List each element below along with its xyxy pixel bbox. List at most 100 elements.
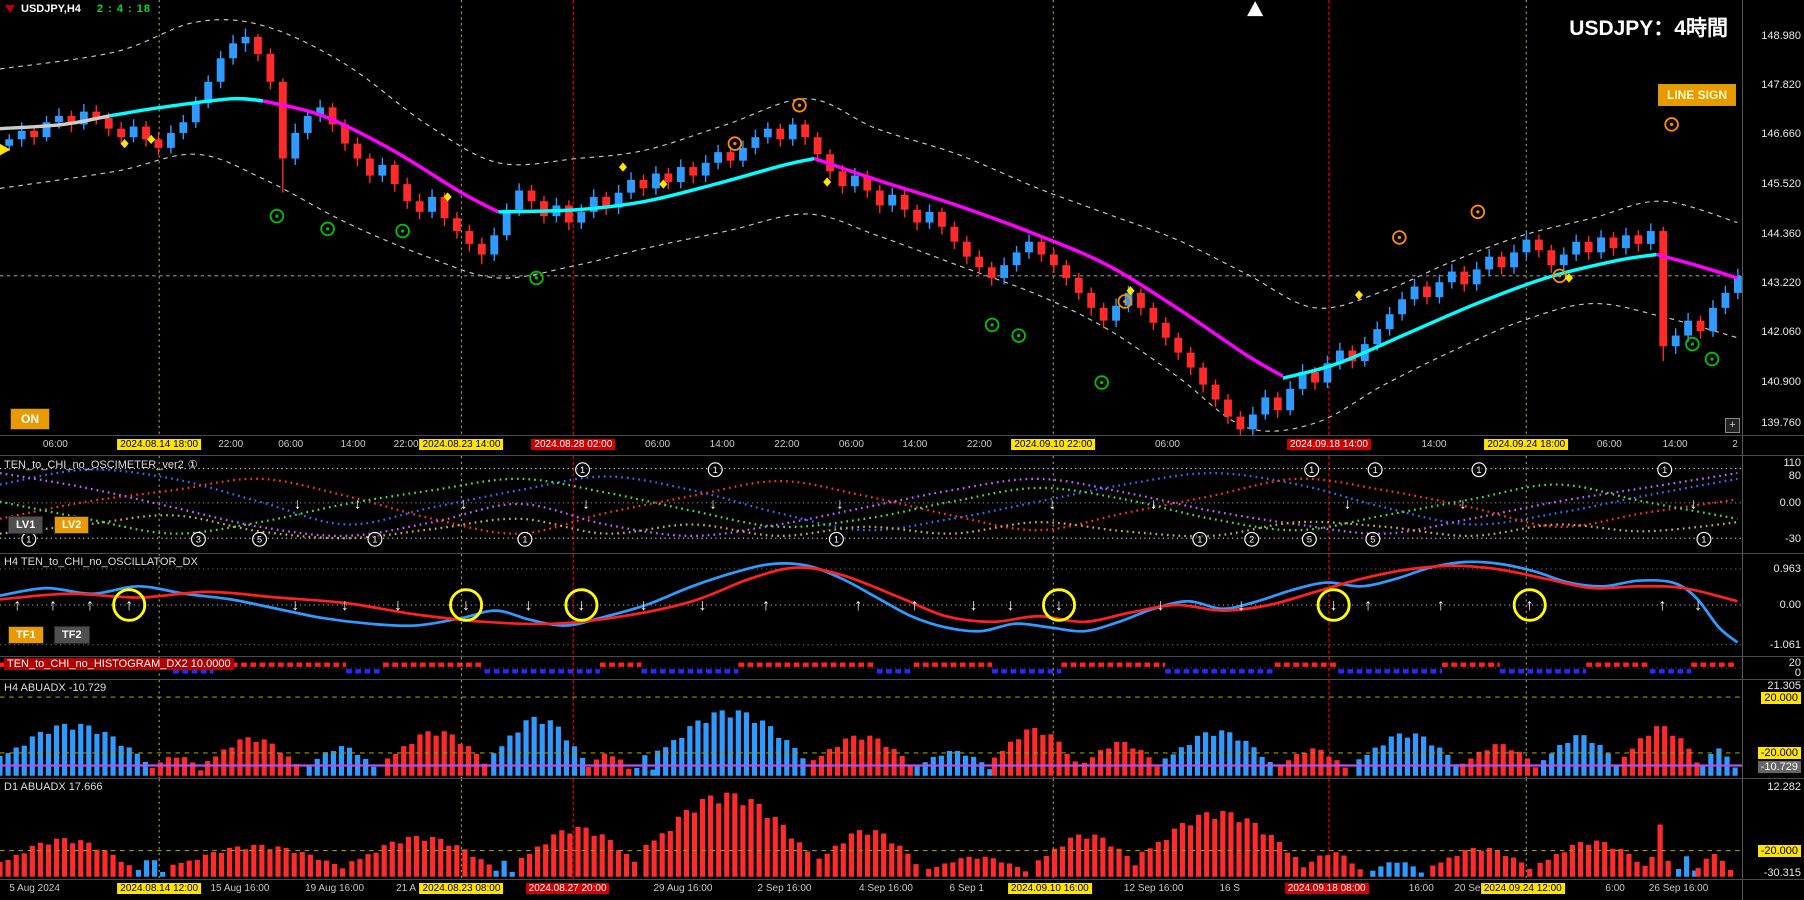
svg-text:↓: ↓	[460, 497, 467, 513]
svg-text:↑: ↑	[1526, 597, 1534, 614]
highlighted-date-label: 2024.09.18 14:00	[1287, 439, 1371, 450]
axis-label: -1.061	[1769, 638, 1801, 651]
histogram-dx2-panel: TEN_to_CHI_no_HISTOGRAM_DX2 10.0000 20 0	[0, 656, 1804, 679]
histogram-dx2-axis[interactable]: 20 0	[1742, 657, 1804, 679]
oscimeter-label: TEN_to_CHI_no_OSCIMETER_ver2 ①	[4, 459, 198, 471]
oscillator-dx-axis[interactable]: 0.963 0.00 -1.061	[1742, 554, 1804, 656]
lv1-button[interactable]: LV1	[8, 516, 44, 534]
axis-label: 143.220	[1761, 276, 1801, 289]
axis-label: -10.729	[1757, 761, 1801, 774]
time-label: 16 S	[1219, 883, 1241, 894]
time-label: 14:00	[902, 439, 928, 450]
svg-text:5: 5	[257, 535, 262, 545]
svg-text:1: 1	[1701, 535, 1706, 545]
svg-text:1: 1	[1309, 465, 1314, 475]
highlighted-date-label: 2024.09.18 08:00	[1284, 883, 1369, 894]
time-label: 22:00	[393, 439, 419, 450]
axis-label: -20.000	[1757, 845, 1801, 857]
highlighted-date-label: 2024.09.10 22:00	[1011, 439, 1096, 450]
signal-timer: 2 : 4 : 18	[96, 3, 151, 15]
svg-text:↑: ↑	[1437, 597, 1445, 614]
svg-text:↓: ↓	[970, 597, 978, 614]
lv2-button[interactable]: LV2	[54, 516, 90, 534]
time-label: 20 Se	[1454, 883, 1481, 894]
time-label: 12 Sep 16:00	[1123, 883, 1184, 894]
tf1-button[interactable]: TF1	[8, 626, 44, 644]
svg-text:1: 1	[1662, 465, 1667, 475]
svg-text:1: 1	[1197, 535, 1202, 545]
ma-line	[0, 96, 1738, 380]
time-label: 6:00	[1605, 883, 1625, 894]
main-time-axis[interactable]: 06:00 2024.08.14 18:00 22:00 06:00 14:00 22:0…	[0, 436, 1742, 455]
date-grid-lines	[158, 554, 1527, 656]
axis-label: -30.315	[1763, 867, 1801, 879]
tf2-button[interactable]: TF2	[54, 626, 90, 644]
svg-text:↓: ↓	[1007, 597, 1015, 614]
signal-ring	[1512, 588, 1547, 622]
signal-ring	[112, 588, 147, 622]
oscimeter-axis[interactable]: 110 80 0.00 -30	[1742, 456, 1804, 553]
axis-label: 12.282	[1767, 781, 1801, 793]
time-label: 21 A	[396, 883, 417, 894]
highlighted-date-label: 2024.09.24 12:00	[1480, 883, 1565, 894]
h4-abuadx-label: H4 ABUADX -10.729	[4, 682, 107, 694]
oscimeter-series	[0, 468, 1738, 540]
symbol-label: USDJPY,H4	[21, 3, 81, 15]
d1-abuadx-canvas[interactable]	[0, 779, 1742, 879]
oscillator-dx-label: H4 TEN_to_CHI_no_OSCILLATOR_DX	[4, 556, 198, 568]
svg-text:1: 1	[1476, 465, 1481, 475]
time-label: 19 Aug 16:00	[305, 883, 365, 894]
watermark-title: USDJPY：4時間	[1569, 17, 1728, 40]
oscillator-dx-canvas[interactable]: ↑ ↑ ↑ ↑ ↓ ↓ ↓ ↓ ↓ ↓ ↓ ↓ ↑ ↑ ↑ ↓ ↓ ↓ ↓ ↓ ↓ ↑ ↑ ↑ ↑ ↓	[0, 554, 1742, 656]
highlighted-date-label: 2024.08.23 14:00	[419, 439, 504, 450]
axis-label: 80	[1788, 470, 1801, 483]
main-chart-canvas[interactable]	[0, 0, 1742, 435]
candles-layer	[5, 28, 1742, 435]
adx-bars	[0, 792, 1734, 877]
time-label: 5 Aug 2024	[9, 883, 60, 894]
svg-text:↓: ↓	[1330, 597, 1338, 614]
svg-text:↓: ↓	[699, 597, 707, 614]
price-axis[interactable]: 148.980 147.820 146.660 145.520 144.360 143.2…	[1742, 0, 1804, 435]
axis-label: 140.900	[1761, 375, 1801, 388]
axis-label: 21.305	[1767, 679, 1801, 692]
oscimeter-canvas[interactable]: ↓ ↓ ↓ ↓ ↓ ↓ ↓ ↓ ↓ ↓ ↓ 1 3 5 1 1 1 1 1 1 2 5 1 5 1 1 1 1	[0, 456, 1742, 553]
axis-label: 110	[1783, 456, 1801, 469]
svg-text:↑: ↑	[125, 597, 133, 614]
line-sign-button[interactable]: LINE SIGN	[1657, 84, 1736, 106]
svg-text:↓: ↓	[394, 597, 402, 614]
time-label: 06:00	[278, 439, 304, 450]
axis-label: 0.00	[1779, 496, 1801, 509]
time-label: 06:00	[1154, 439, 1180, 450]
time-label: 2 Sep 16:00	[757, 883, 812, 894]
svg-text:1: 1	[1373, 465, 1378, 475]
highlighted-date-label: 2024.09.10 16:00	[1007, 883, 1092, 894]
h4-abuadx-canvas[interactable]	[0, 680, 1742, 778]
time-label: 22:00	[218, 439, 244, 450]
signal-ring	[1316, 588, 1351, 622]
crosshair-button[interactable]: +	[1725, 418, 1740, 433]
svg-text:↓: ↓	[294, 497, 301, 513]
bottom-time-axis[interactable]: 5 Aug 2024 2024.08.14 12:00 15 Aug 16:00 19…	[0, 880, 1742, 900]
axis-corner	[1742, 436, 1804, 455]
svg-text:↓: ↓	[1690, 497, 1697, 513]
time-label: 06:00	[42, 439, 68, 450]
d1-abuadx-axis[interactable]: 12.282 -20.000 -30.315	[1742, 779, 1804, 879]
axis-label: 142.060	[1761, 326, 1801, 339]
svg-text:↓: ↓	[291, 597, 299, 614]
svg-text:↓: ↓	[1055, 597, 1063, 614]
on-button[interactable]: ON	[10, 408, 50, 430]
h4-abuadx-axis[interactable]: 21.305 20.000 -20.000 -10.729	[1742, 680, 1804, 778]
time-label: 15 Aug 16:00	[210, 883, 270, 894]
histogram-dx2-canvas[interactable]	[0, 657, 1742, 679]
time-label: 14:00	[1421, 439, 1447, 450]
time-label: 22:00	[774, 439, 800, 450]
svg-text:↓: ↓	[1048, 497, 1055, 513]
svg-text:↓: ↓	[577, 597, 585, 614]
svg-text:↑: ↑	[49, 597, 57, 614]
chart-symbol-icon	[5, 5, 15, 13]
svg-text:↑: ↑	[86, 597, 94, 614]
svg-text:↓: ↓	[1237, 597, 1245, 614]
axis-label: 147.820	[1761, 78, 1801, 91]
